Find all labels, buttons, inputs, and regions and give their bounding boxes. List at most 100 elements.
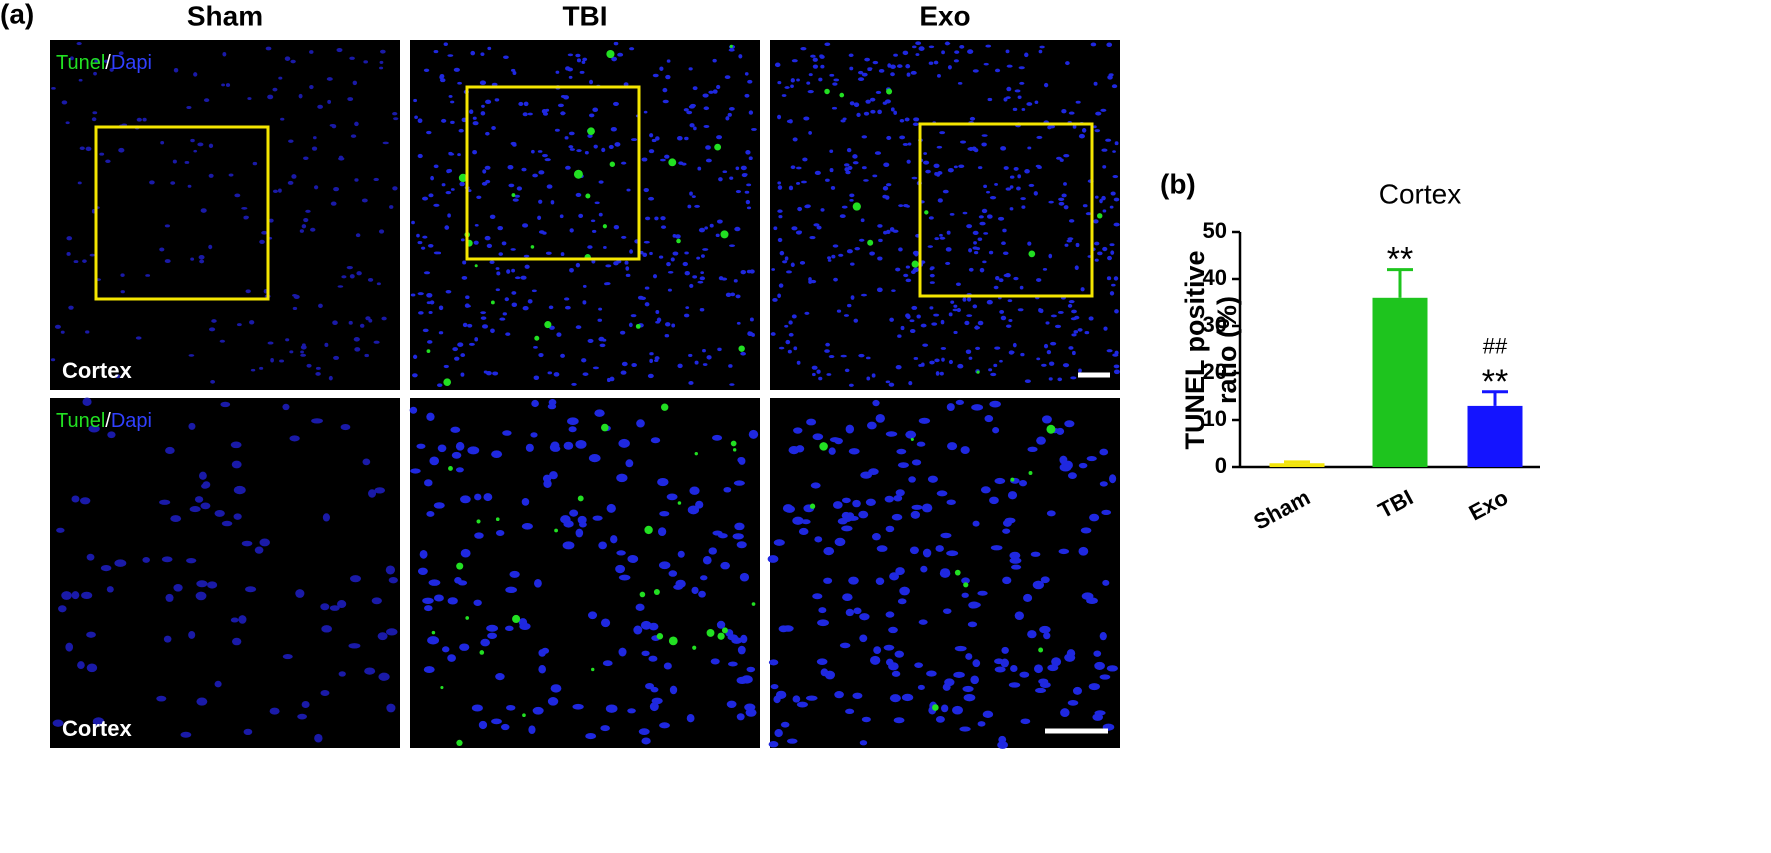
nucleus bbox=[830, 185, 836, 190]
nucleus bbox=[1094, 195, 1099, 199]
nucleus bbox=[1005, 324, 1012, 328]
nucleus bbox=[670, 257, 675, 262]
nucleus bbox=[968, 267, 974, 272]
nucleus bbox=[684, 251, 689, 255]
nucleus bbox=[929, 267, 934, 271]
nucleus bbox=[1075, 100, 1081, 104]
nucleus bbox=[662, 87, 668, 93]
nucleus bbox=[910, 70, 917, 75]
stain-label-part: Dapi bbox=[111, 410, 152, 432]
nucleus bbox=[1102, 209, 1107, 213]
nucleus bbox=[521, 522, 533, 530]
nucleus bbox=[576, 58, 582, 63]
nucleus bbox=[814, 536, 823, 543]
nucleus bbox=[852, 154, 858, 159]
nucleus bbox=[392, 186, 398, 191]
nucleus bbox=[1113, 364, 1120, 369]
nucleus bbox=[547, 371, 553, 375]
nucleus bbox=[1109, 243, 1115, 247]
nucleus bbox=[441, 183, 446, 187]
y-axis-label: ratio (%) bbox=[1212, 296, 1242, 404]
nucleus bbox=[502, 430, 512, 436]
nucleus bbox=[386, 628, 398, 636]
nucleus bbox=[875, 90, 882, 94]
nucleus bbox=[684, 136, 689, 141]
nucleus bbox=[810, 482, 821, 489]
nucleus bbox=[928, 45, 935, 49]
nucleus bbox=[820, 64, 825, 69]
nucleus bbox=[1039, 681, 1051, 689]
nucleus bbox=[636, 419, 645, 428]
nucleus bbox=[878, 68, 885, 73]
nucleus bbox=[485, 179, 491, 184]
tunel-signal bbox=[443, 378, 452, 386]
nucleus bbox=[1050, 314, 1057, 318]
nucleus bbox=[790, 78, 795, 83]
nucleus bbox=[825, 342, 830, 347]
nucleus bbox=[190, 138, 195, 143]
nucleus bbox=[629, 249, 634, 254]
nucleus bbox=[538, 664, 546, 674]
nucleus bbox=[156, 695, 167, 702]
nucleus bbox=[598, 541, 607, 550]
nucleus bbox=[254, 546, 264, 554]
nucleus bbox=[550, 441, 560, 450]
tunel-signal bbox=[751, 602, 756, 606]
nucleus bbox=[461, 275, 468, 280]
nucleus bbox=[791, 59, 798, 63]
nucleus bbox=[882, 186, 889, 191]
nucleus bbox=[99, 152, 105, 156]
nucleus bbox=[433, 594, 444, 602]
nucleus bbox=[429, 300, 435, 305]
nucleus bbox=[610, 126, 617, 132]
nucleus bbox=[913, 117, 920, 122]
tunel-signal bbox=[511, 193, 516, 197]
nucleus bbox=[844, 167, 850, 172]
nucleus bbox=[658, 255, 664, 259]
nucleus bbox=[777, 81, 782, 85]
nucleus bbox=[905, 430, 917, 439]
nucleus bbox=[777, 185, 783, 190]
nucleus bbox=[567, 67, 573, 72]
nucleus bbox=[910, 270, 916, 275]
nucleus bbox=[659, 158, 666, 162]
nucleus bbox=[220, 401, 231, 408]
nucleus bbox=[724, 75, 731, 80]
nucleus bbox=[337, 285, 344, 288]
tunel-signal bbox=[668, 158, 677, 167]
tunel-signal bbox=[544, 321, 552, 329]
nucleus bbox=[1099, 198, 1103, 204]
nucleus bbox=[952, 308, 959, 312]
nucleus bbox=[297, 713, 307, 720]
nucleus bbox=[142, 117, 147, 122]
nucleus bbox=[109, 67, 114, 72]
nucleus bbox=[895, 489, 905, 497]
nucleus bbox=[575, 439, 587, 449]
nucleus bbox=[659, 66, 664, 71]
nucleus bbox=[197, 142, 204, 147]
nucleus bbox=[336, 48, 343, 53]
nucleus bbox=[92, 111, 98, 115]
nucleus bbox=[105, 159, 111, 164]
nucleus bbox=[305, 209, 311, 213]
nucleus bbox=[845, 608, 854, 617]
nucleus bbox=[704, 226, 708, 230]
nucleus bbox=[531, 289, 537, 293]
nucleus bbox=[1014, 89, 1021, 93]
nucleus bbox=[738, 457, 746, 465]
nucleus bbox=[641, 157, 648, 162]
nucleus bbox=[945, 261, 951, 266]
nucleus bbox=[602, 660, 613, 667]
nucleus bbox=[587, 338, 594, 343]
nucleus bbox=[733, 279, 738, 283]
nucleus bbox=[311, 146, 318, 151]
nucleus bbox=[956, 308, 961, 313]
nucleus bbox=[905, 205, 910, 208]
nucleus bbox=[85, 330, 90, 334]
nucleus bbox=[1019, 480, 1027, 487]
tunel-signal bbox=[706, 628, 715, 637]
nucleus bbox=[774, 62, 781, 68]
nucleus bbox=[771, 268, 776, 271]
nucleus bbox=[648, 149, 655, 154]
nucleus bbox=[936, 145, 943, 149]
